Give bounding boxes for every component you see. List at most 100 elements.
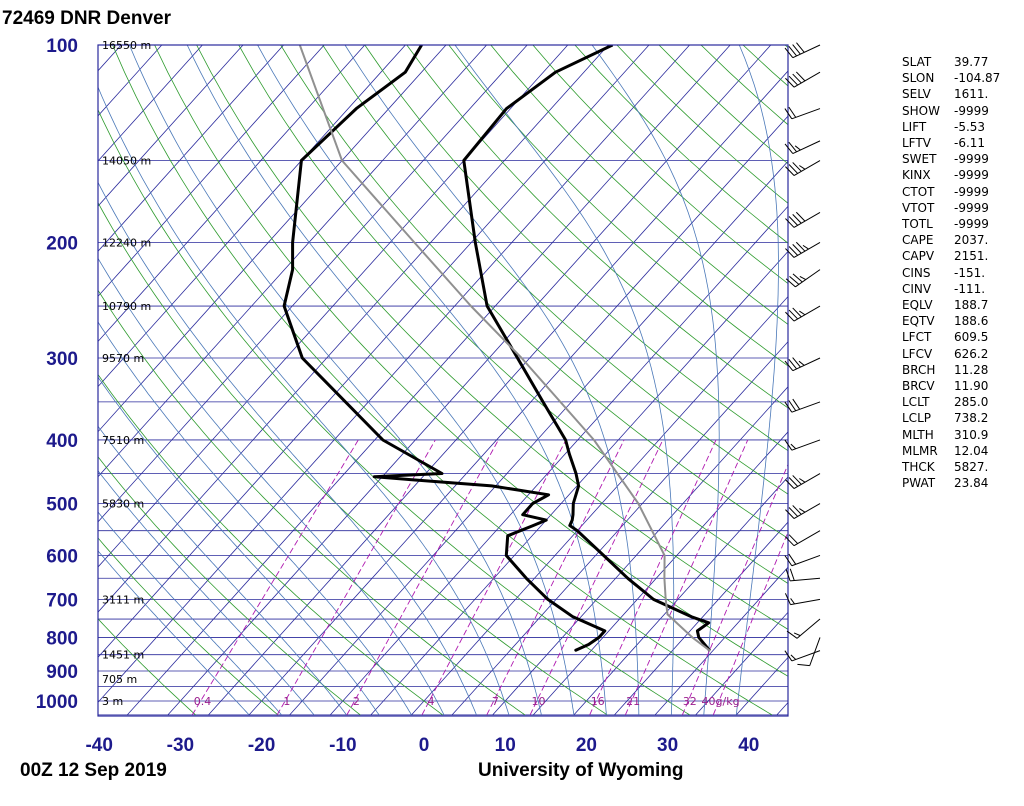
temperature-point: [554, 71, 557, 73]
isotherm-line: [98, 45, 609, 613]
station-title: 72469 DNR Denver: [2, 8, 171, 29]
index-name: KINX: [902, 168, 931, 183]
moist-adiabat: [98, 550, 250, 716]
wind-barb: [785, 71, 821, 88]
moist-adiabat: [98, 425, 347, 716]
index-value: -111.: [954, 281, 986, 296]
moist-adiabat: [186, 45, 575, 715]
index-value: 2037.: [954, 233, 989, 248]
temperature-point: [603, 554, 605, 557]
temperature-point: [696, 630, 699, 632]
dewpoint-point: [382, 439, 384, 441]
index-row: SLAT 39.77: [902, 54, 1000, 70]
index-value: 310.9: [954, 427, 989, 442]
mixing-ratio-label: 2: [353, 695, 360, 708]
isotherm-line: [370, 250, 788, 716]
moist-adiabat: [98, 321, 412, 716]
index-value: 188.6: [954, 314, 989, 329]
dewpoint-point: [292, 241, 294, 244]
wind-barb: [785, 160, 821, 176]
pressure-tick-label: 1000: [36, 692, 78, 713]
temperature-tick-label: -10: [329, 735, 356, 756]
dewpoint-point: [301, 357, 303, 359]
moist-adiabat: [344, 45, 640, 715]
dewpoint-point: [588, 643, 590, 646]
index-value: 285.0: [954, 395, 989, 410]
pressure-tick-label: 300: [46, 349, 78, 370]
index-value: 11.90: [954, 379, 989, 394]
isotherm-line: [573, 476, 788, 716]
dry-adiabat: [98, 618, 196, 716]
pressure-tick-label: 700: [46, 590, 78, 611]
dry-adiabat: [98, 289, 526, 716]
index-row: KINX -9999: [902, 167, 1000, 183]
index-name: EQTV: [902, 314, 935, 329]
dry-adiabat: [98, 537, 279, 716]
wind-barb: [785, 269, 821, 288]
parcel-point: [521, 357, 523, 359]
height-label: 14050 m: [102, 155, 151, 168]
isotherm-line: [98, 45, 487, 478]
index-name: CAPV: [902, 249, 935, 264]
isotherm-line: [98, 45, 690, 703]
index-name: CAPE: [902, 233, 934, 248]
index-row: SLON -104.87: [902, 70, 1000, 86]
isotherm-line: [98, 45, 284, 252]
index-name: LIFT: [902, 119, 927, 134]
parcel-point: [341, 159, 343, 162]
dry-adiabat: [98, 373, 443, 716]
index-value: -6.11: [954, 136, 986, 151]
isotherm-line: [98, 45, 447, 433]
mixing-ratio-label: 4: [427, 695, 434, 708]
index-row: BRCH 11.28: [902, 362, 1000, 378]
index-value: 11.28: [954, 362, 989, 377]
dewpoint-point: [598, 636, 600, 639]
parcel-point: [709, 650, 711, 652]
index-row: SHOW -9999: [902, 103, 1000, 119]
isotherm-line: [98, 45, 528, 523]
dewpoint-point: [505, 554, 507, 557]
pressure-tick-label: 900: [46, 662, 78, 683]
temperature-point: [568, 453, 570, 455]
dewpoint-point: [532, 502, 534, 505]
index-value: 626.2: [954, 346, 989, 361]
parcel-point: [691, 636, 693, 639]
temperature-point: [565, 439, 567, 441]
parcel-point: [666, 613, 669, 616]
dewpoint-point: [572, 616, 574, 618]
index-name: LFCV: [902, 346, 933, 361]
moist-adiabat: [98, 181, 477, 716]
dry-adiabat: [112, 45, 773, 716]
dewpoint-point: [355, 108, 357, 110]
height-label: 1451 m: [102, 649, 144, 662]
isotherm-line: [411, 295, 788, 716]
index-row: SELV 1611.: [902, 86, 1000, 102]
temperature-point: [572, 514, 574, 516]
index-name: SELV: [902, 87, 931, 102]
height-label: 9570 m: [102, 352, 144, 365]
index-value: -151.: [954, 265, 986, 280]
mixing-ratio-label: 16: [591, 695, 605, 708]
isotherm-line: [98, 45, 650, 658]
sounding-curves: [282, 45, 711, 652]
index-value: 188.7: [954, 298, 989, 313]
plot-frame: [97, 44, 789, 717]
dry-adiabat: [406, 45, 788, 409]
temperature-point: [572, 502, 574, 505]
parcel-point: [593, 439, 595, 441]
index-row: CINV -111.: [902, 281, 1000, 297]
dewpoint-point: [373, 476, 375, 478]
index-name: VTOT: [902, 200, 935, 215]
temperature-point: [698, 636, 700, 639]
isotherm-line: [98, 45, 406, 388]
isotherm-line: [126, 45, 731, 716]
temperature-point: [627, 577, 629, 579]
height-label: 16550 m: [102, 39, 151, 52]
index-row: LFCT 609.5: [902, 329, 1000, 345]
chart-grid: [98, 45, 788, 716]
index-name: CINV: [902, 281, 932, 296]
index-name: LCLP: [902, 411, 931, 426]
moist-adiabat: [98, 470, 315, 716]
mixing-ratio-label: 1: [283, 695, 290, 708]
index-name: BRCH: [902, 362, 936, 377]
